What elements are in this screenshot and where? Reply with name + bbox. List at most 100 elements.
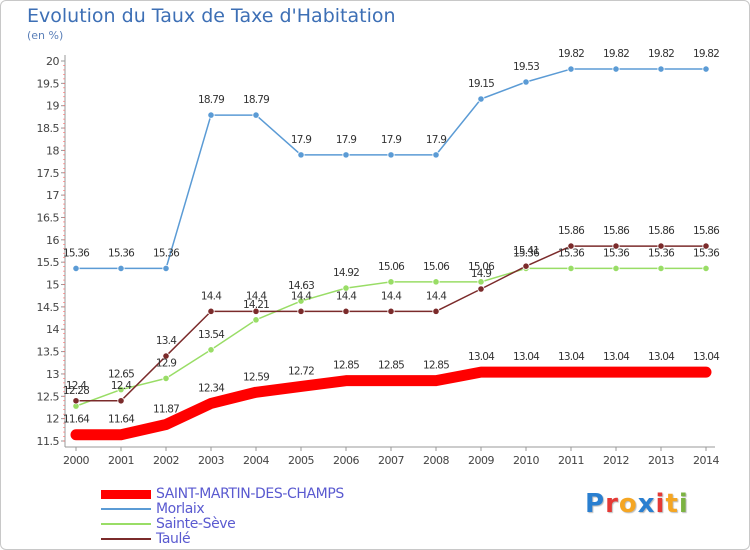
data-label: 15.86 [603, 225, 630, 237]
x-tick-label: 2010 [513, 454, 539, 467]
data-point [252, 316, 260, 324]
data-label: 15.36 [558, 247, 585, 259]
data-point [297, 151, 305, 159]
data-point [252, 307, 260, 315]
data-point [162, 374, 170, 383]
y-tick-label: 12 [46, 413, 59, 426]
y-tick-label: 16.5 [37, 211, 60, 224]
logo-letter: r [605, 489, 619, 519]
data-point [612, 264, 620, 273]
data-point [162, 352, 170, 360]
data-label: 14.4 [381, 290, 402, 302]
data-label: 15.06 [378, 261, 405, 273]
data-point [117, 385, 125, 394]
data-label: 18.79 [243, 94, 269, 106]
data-point [432, 307, 440, 315]
data-label: 11.87 [153, 403, 179, 415]
series-line [75, 68, 707, 270]
legend-swatch [101, 489, 151, 499]
data-point [117, 397, 125, 405]
y-tick-label: 14 [46, 323, 59, 336]
y-tick-label: 18 [46, 144, 59, 157]
data-label: 14.92 [333, 267, 359, 279]
y-tick-label: 16 [46, 234, 59, 247]
x-tick-label: 2011 [558, 454, 584, 467]
data-point [387, 278, 395, 286]
data-point [522, 262, 530, 270]
x-tick-label: 2009 [468, 454, 494, 467]
legend-item-taule: Taulé [101, 531, 191, 547]
data-point [703, 369, 709, 376]
data-point [523, 369, 529, 376]
y-tick-label: 20 [46, 55, 59, 68]
y-tick-label: 15.5 [37, 256, 60, 269]
data-point [567, 242, 575, 250]
x-tick-label: 2003 [198, 454, 224, 467]
data-point [657, 242, 665, 250]
data-label: 12.85 [378, 360, 404, 372]
data-label: 13.54 [198, 329, 225, 341]
y-tick-label: 17 [46, 189, 59, 202]
data-label: 11.64 [108, 414, 135, 426]
data-label: 18.79 [198, 94, 224, 106]
logo-letter: o [618, 489, 638, 519]
logo-letter: t [665, 489, 679, 519]
data-label: 15.36 [648, 247, 675, 259]
data-point [702, 264, 710, 273]
data-point [432, 278, 440, 286]
data-point [207, 111, 215, 119]
data-point [387, 307, 395, 315]
data-label: 12.4 [111, 380, 132, 392]
data-point [72, 264, 80, 273]
y-tick-label: 14.5 [37, 301, 60, 314]
data-point [568, 369, 574, 376]
data-label: 13.04 [513, 351, 540, 363]
data-label: 14.4 [291, 290, 312, 302]
data-point [477, 95, 485, 103]
chart-title: Evolution du Taux de Taxe d'Habitation [27, 5, 396, 27]
data-label: 13.04 [558, 351, 585, 363]
logo-letter: i [655, 489, 666, 519]
legend-item-saint-martin: SAINT-MARTIN-DES-CHAMPS [101, 486, 344, 502]
data-label: 15.06 [423, 261, 450, 273]
data-label: 19.82 [648, 48, 674, 60]
data-label: 14.4 [246, 290, 267, 302]
data-label: 12.72 [288, 365, 314, 377]
x-tick-label: 2014 [693, 454, 719, 467]
legend-label: SAINT-MARTIN-DES-CHAMPS [156, 486, 344, 502]
data-point [253, 389, 259, 396]
logo-letter: i [678, 489, 689, 519]
data-label: 13.04 [648, 351, 675, 363]
data-point [297, 307, 305, 315]
legend-item-morlaix: Morlaix [101, 501, 205, 517]
data-point [342, 284, 350, 292]
y-tick-label: 19 [46, 100, 59, 113]
y-tick-label: 12.5 [37, 390, 60, 403]
data-point [118, 431, 124, 438]
data-label: 14.21 [243, 299, 269, 311]
data-point [72, 397, 80, 405]
data-point [387, 151, 395, 159]
data-label: 13.04 [693, 351, 720, 363]
chart-unit-label: (en %) [27, 29, 64, 42]
data-point [343, 377, 349, 384]
data-point [658, 369, 664, 376]
data-point [478, 369, 484, 376]
data-point [297, 297, 305, 305]
data-label: 14.4 [336, 290, 357, 302]
x-tick-label: 2013 [648, 454, 674, 467]
data-label: 12.4 [66, 380, 87, 392]
data-label: 15.86 [693, 225, 720, 237]
data-label: 12.28 [63, 385, 89, 397]
data-label: 12.85 [333, 360, 359, 372]
x-tick-label: 2002 [153, 454, 179, 467]
x-tick-label: 2008 [423, 454, 449, 467]
data-label: 14.4 [426, 290, 447, 302]
data-point [613, 369, 619, 376]
data-label: 15.86 [648, 225, 675, 237]
data-label: 19.82 [558, 48, 584, 60]
y-tick-label: 13.5 [37, 346, 60, 359]
data-label: 12.9 [156, 357, 176, 369]
